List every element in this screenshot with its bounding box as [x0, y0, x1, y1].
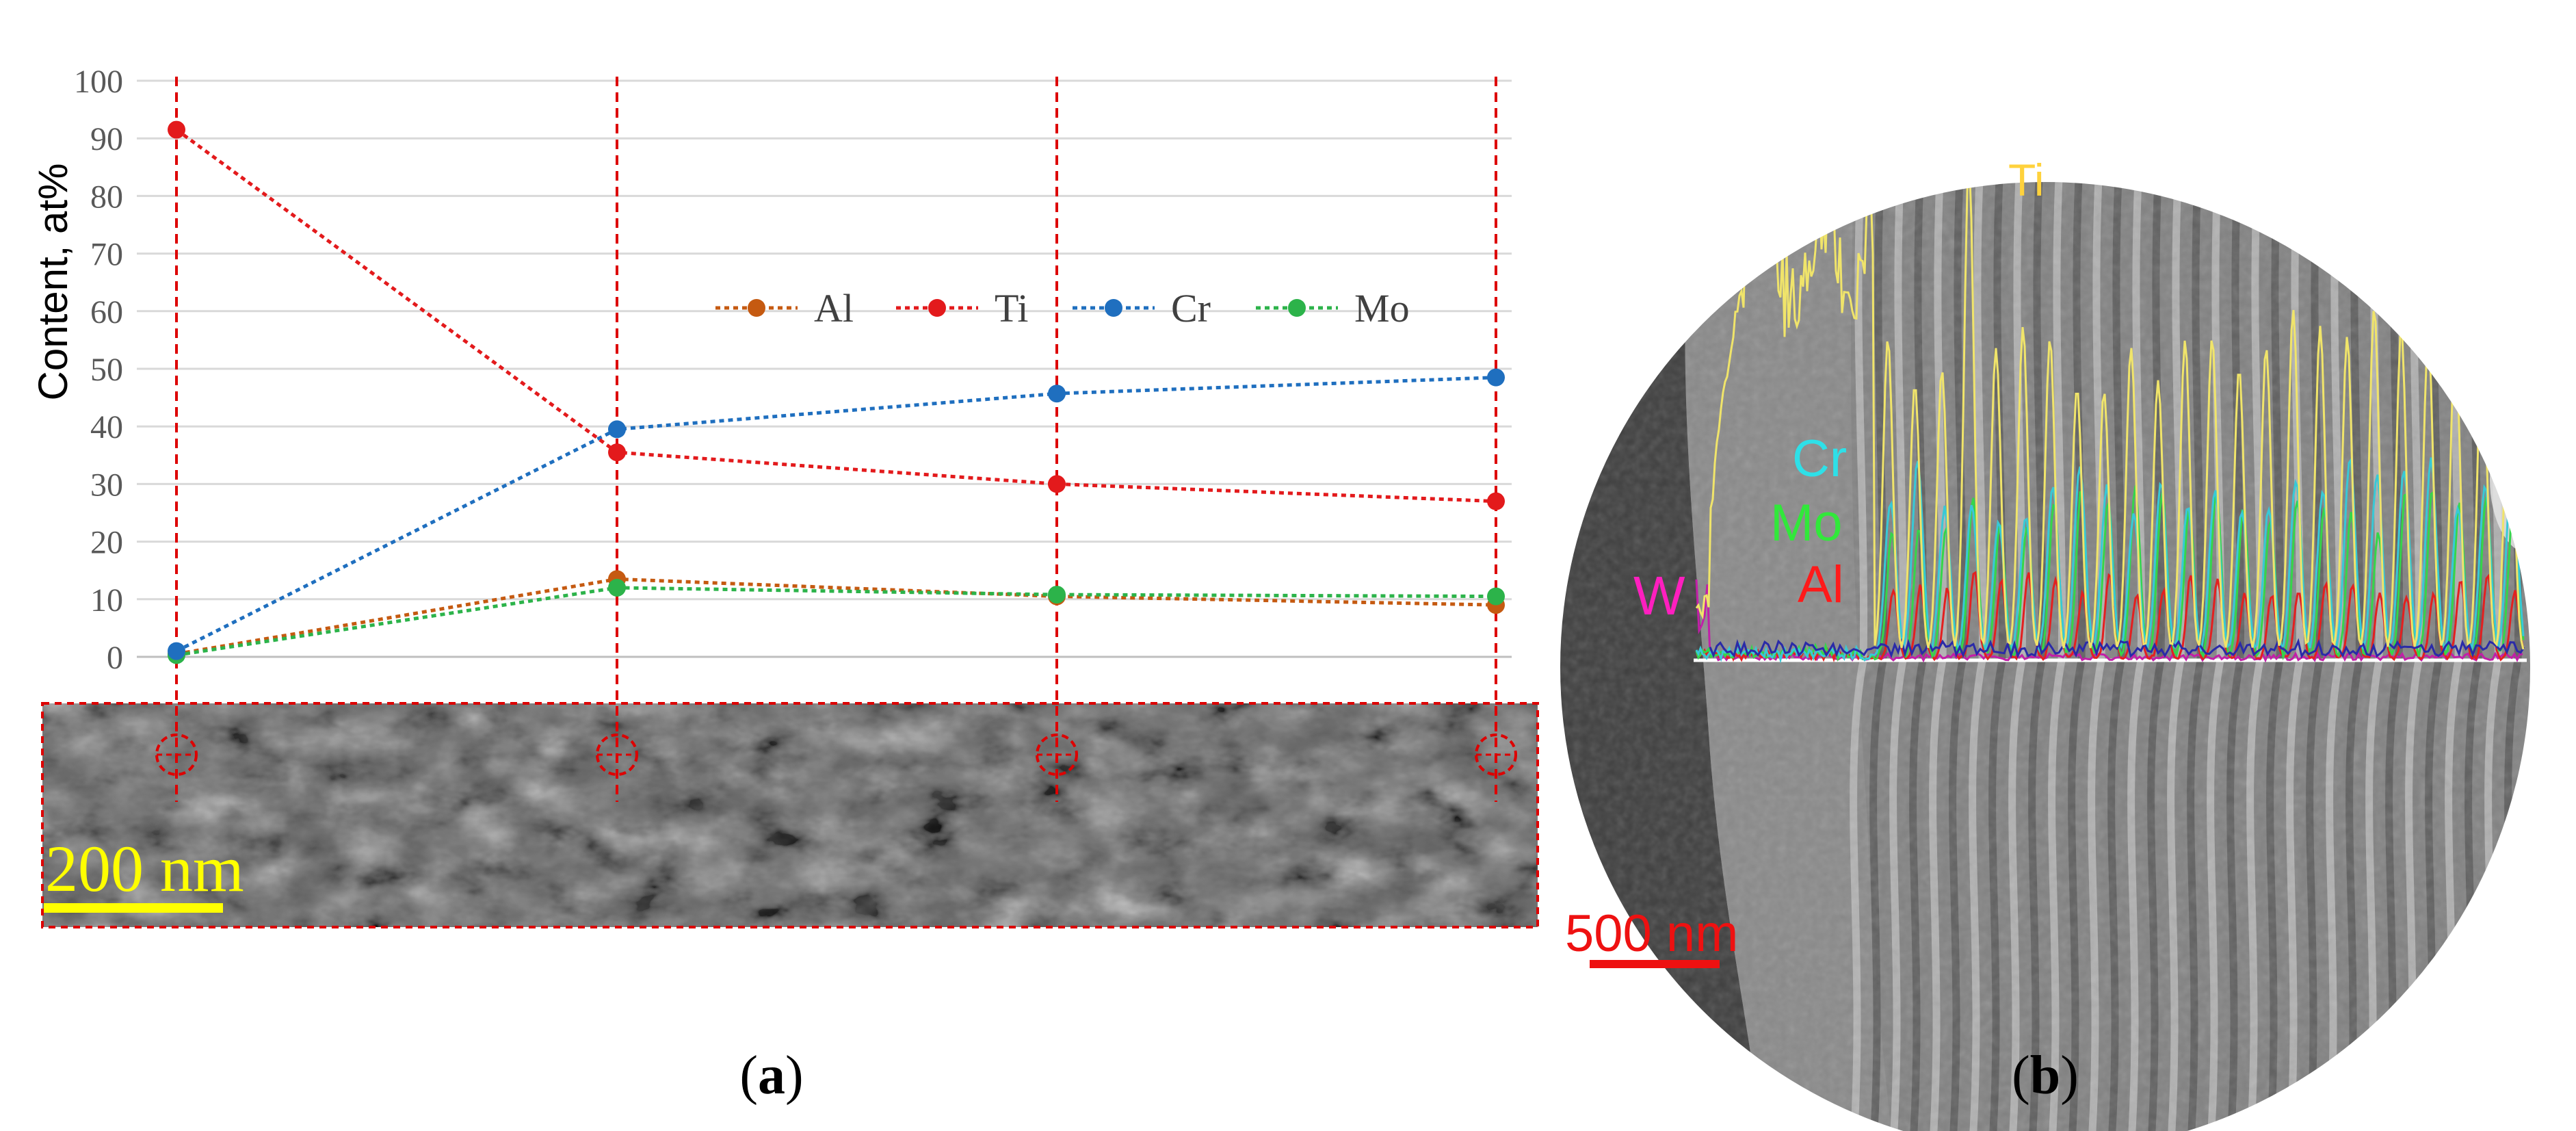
series-line — [175, 128, 1497, 504]
series-line — [175, 376, 1497, 653]
tem-strip-image — [41, 702, 1539, 928]
scale-bar-label-b: 500 nm — [1565, 905, 1739, 963]
legend-marker — [748, 299, 765, 317]
data-point — [1048, 475, 1066, 493]
legend-label: Al — [814, 286, 854, 330]
y-axis-label: Content, at% — [30, 164, 76, 401]
legend-marker — [1105, 299, 1122, 317]
data-point — [1048, 586, 1066, 604]
gridlines — [137, 79, 1512, 658]
y-tick-label: 30 — [90, 467, 123, 503]
panel-b: Ti Cr Mo Al W 500 nm (b) — [1559, 155, 2532, 1131]
measurement-lines — [155, 77, 1517, 802]
data-point — [1487, 587, 1505, 606]
data-point — [1487, 368, 1505, 387]
data-point — [608, 420, 626, 439]
legend-item-mo: Mo — [1256, 286, 1410, 330]
label-al: Al — [1798, 556, 1844, 614]
series-line — [176, 577, 1497, 656]
label-mo: Mo — [1770, 494, 1843, 552]
data-point — [1048, 385, 1066, 403]
y-tick-labels: 0 10 20 30 40 50 60 70 80 90 100 — [74, 64, 123, 676]
legend-item-cr: Cr — [1073, 286, 1211, 330]
y-tick-label: 100 — [74, 64, 123, 100]
y-tick-label: 80 — [90, 179, 123, 215]
panel-a: 0 10 20 30 40 50 60 70 80 90 100 Content, at% Al Ti… — [30, 64, 1539, 1106]
series-ti — [168, 120, 1505, 510]
y-tick-label: 10 — [90, 582, 123, 619]
scale-bar-200nm: 200 nm — [44, 832, 244, 913]
y-tick-label: 60 — [90, 294, 123, 330]
data-point — [608, 578, 626, 597]
legend-label: Cr — [1171, 286, 1211, 330]
label-ti: Ti — [2008, 155, 2045, 205]
series-cr — [168, 368, 1505, 660]
legend: Al Ti Cr Mo — [715, 286, 1410, 330]
y-tick-label: 50 — [90, 352, 123, 388]
y-tick-label: 20 — [90, 525, 123, 561]
data-point — [1487, 492, 1505, 510]
series-al — [168, 570, 1505, 663]
legend-label: Mo — [1354, 286, 1410, 330]
data-point — [168, 120, 185, 139]
y-tick-label: 70 — [90, 237, 123, 273]
legend-item-ti: Ti — [896, 286, 1029, 330]
series-mo — [168, 578, 1505, 664]
caption-a-letter: a — [758, 1045, 785, 1106]
y-tick-label: 90 — [90, 121, 123, 157]
caption-a: (a) — [739, 1045, 803, 1106]
y-tick-label: 0 — [107, 640, 123, 676]
scale-bar-label: 200 nm — [45, 832, 244, 905]
caption-b-letter: b — [2030, 1045, 2061, 1106]
legend-marker — [928, 299, 946, 317]
series-line — [176, 586, 1497, 657]
tem-cross-section-image — [1560, 181, 2531, 1131]
data-point — [168, 642, 185, 660]
series — [168, 120, 1505, 664]
label-w: W — [1633, 565, 1685, 626]
legend-label: Ti — [995, 286, 1029, 330]
legend-marker — [1288, 299, 1306, 317]
caption-b: (b) — [2012, 1045, 2079, 1106]
legend-item-al: Al — [715, 286, 854, 330]
scale-bar-500nm: 500 nm — [1565, 905, 1739, 968]
data-point — [608, 443, 626, 462]
label-cr: Cr — [1792, 430, 1847, 488]
y-tick-label: 40 — [90, 409, 123, 445]
